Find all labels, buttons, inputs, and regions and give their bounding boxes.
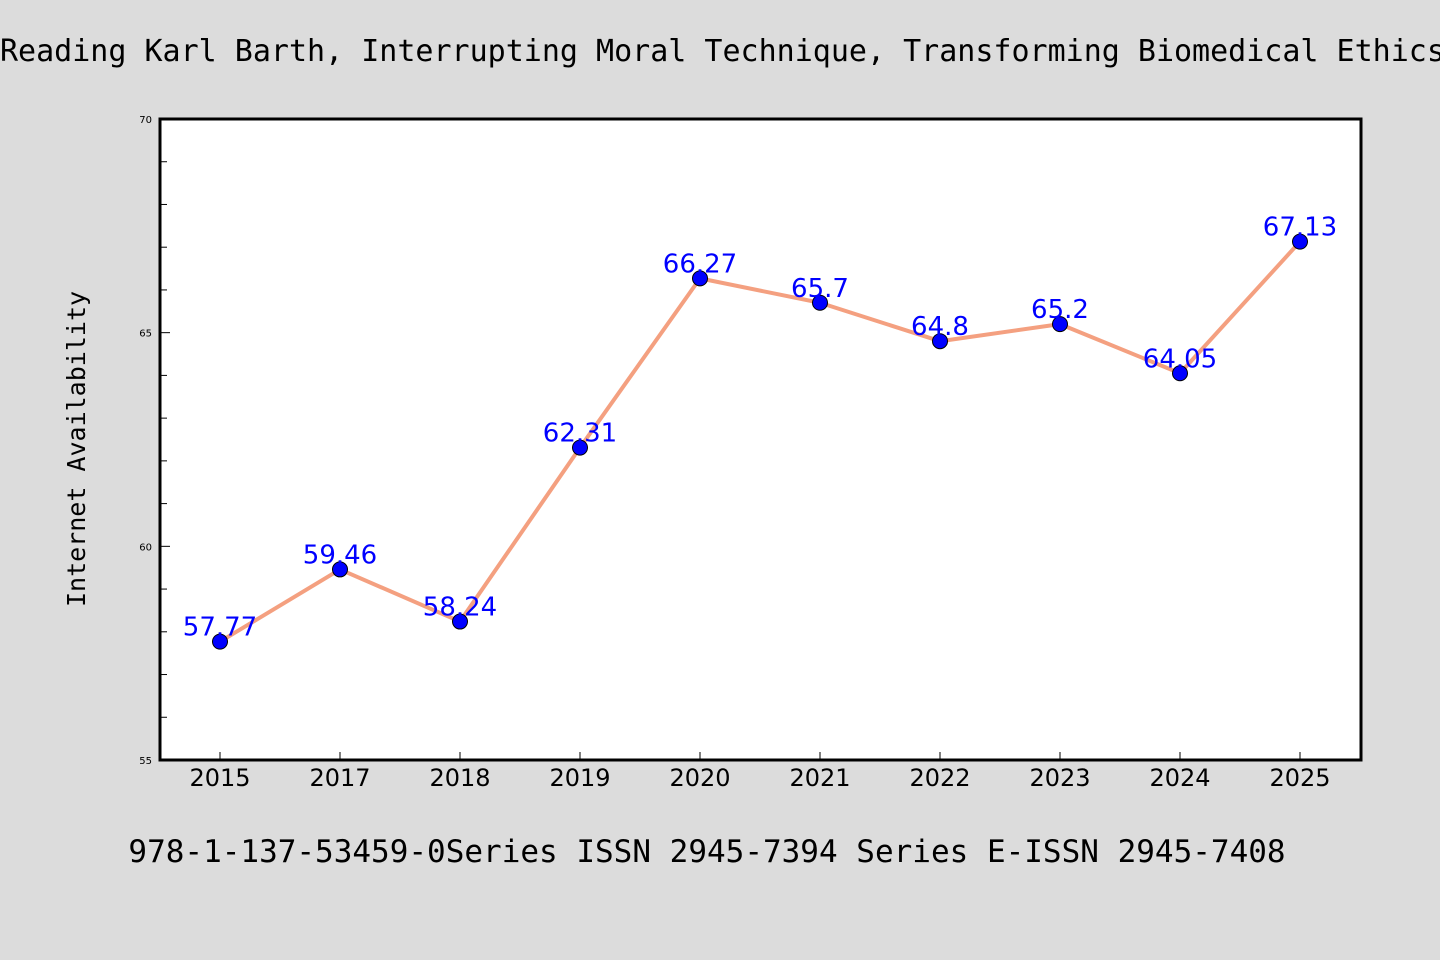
y-tick-label: 70 <box>139 115 152 126</box>
y-tick-label: 60 <box>139 542 152 553</box>
y-tick-label: 65 <box>139 329 152 340</box>
y-axis-title: Internet Availability <box>62 291 91 607</box>
data-label: 67.13 <box>1263 213 1337 243</box>
x-tick-label: 2021 <box>789 764 850 792</box>
series-line <box>218 239 1302 644</box>
x-tick-label: 2020 <box>669 764 730 792</box>
data-point-marker <box>692 270 708 287</box>
data-point-marker <box>1052 316 1068 333</box>
data-label: 66.27 <box>663 249 737 279</box>
x-tick-label: 2018 <box>429 764 490 792</box>
data-point-marker <box>1172 365 1188 382</box>
data-labels-group: 57.77 59.46 58.24 62.31 66.27 65.7 64.8 65.2 64.… <box>183 213 1337 643</box>
x-tick-label: 2015 <box>189 764 250 792</box>
data-point-marker <box>572 439 588 456</box>
data-label: 59.46 <box>303 540 377 570</box>
x-tick-label: 2025 <box>1269 764 1330 792</box>
x-tick-label: 2024 <box>1149 764 1210 792</box>
chart-footer: 978-1-137-53459-0Series ISSN 2945-7394 S… <box>128 834 1286 870</box>
chart-title: Reading Karl Barth, Interrupting Moral T… <box>0 34 1440 69</box>
x-tick-label: 2019 <box>549 764 610 792</box>
x-tick-label: 2023 <box>1029 764 1090 792</box>
plot-area <box>158 117 1363 762</box>
data-point-marker <box>932 333 948 350</box>
data-label: 57.77 <box>183 613 257 643</box>
data-label: 62.31 <box>543 419 617 449</box>
x-tick-label: 2017 <box>309 764 370 792</box>
data-point-marker <box>212 633 228 650</box>
y-axis: 55 60 65 70 <box>139 115 170 767</box>
x-axis: 2015 2017 2018 2019 2020 2021 2022 2023 2024 2025 <box>189 752 1331 792</box>
data-point-marker <box>332 561 348 578</box>
data-label: 65.2 <box>1031 295 1089 325</box>
data-point-marker <box>452 613 468 630</box>
data-point-marker <box>1292 233 1308 250</box>
data-point-marker <box>812 294 828 311</box>
x-tick-label: 2022 <box>909 764 970 792</box>
y-tick-label: 55 <box>139 756 152 767</box>
markers-group <box>212 233 1308 650</box>
series-line-group <box>218 239 1302 644</box>
data-label: 58.24 <box>423 593 497 623</box>
data-label: 64.05 <box>1143 344 1217 374</box>
data-label: 64.8 <box>911 312 969 342</box>
data-label: 65.7 <box>791 274 849 304</box>
